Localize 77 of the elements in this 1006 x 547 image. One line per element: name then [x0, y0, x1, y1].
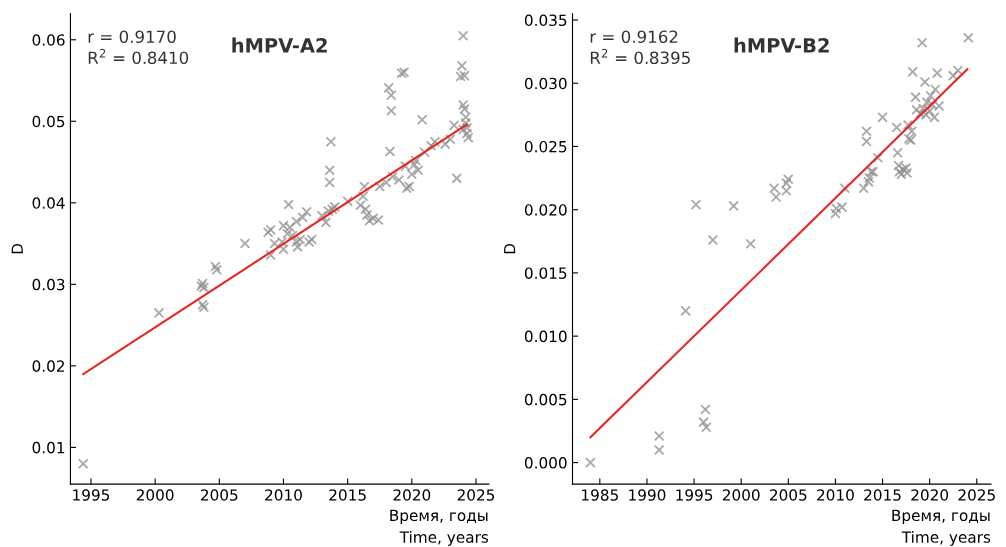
y-axis-title: D [504, 243, 516, 254]
point [781, 177, 792, 189]
point [781, 185, 792, 197]
y-tick-label: 0.030 [524, 77, 567, 90]
x-tick-label: 2020 [393, 489, 431, 501]
point [653, 430, 665, 442]
point [877, 112, 888, 123]
x-tick-label: 2010 [265, 489, 302, 501]
point [925, 90, 936, 102]
point [931, 67, 943, 79]
point [698, 416, 709, 428]
y-tick-label: 0.005 [524, 393, 567, 406]
x-tick-label: 2025 [457, 489, 495, 501]
y-tick-label: 0.01 [32, 441, 65, 454]
y-tick-label: 0.03 [32, 278, 65, 291]
point [906, 125, 918, 137]
text: hMPV-B2 [734, 37, 829, 53]
point [830, 208, 841, 219]
point [701, 421, 712, 433]
annotation: R$^{2}$ = 0.8395 [590, 48, 690, 65]
x-axis-title: Время, годы Time, years [892, 509, 991, 546]
y-tick-label: 0.015 [524, 267, 567, 279]
x-tick-label: 2005 [769, 489, 807, 501]
x-tick-label: 2005 [200, 489, 238, 501]
x-axis-title: Время, годы Time, years [390, 509, 489, 546]
y-tick-label: 0.010 [524, 330, 567, 343]
y-tick-label: 0.04 [32, 197, 65, 209]
point [680, 305, 691, 317]
x-tick-label: 1995 [676, 489, 713, 501]
x-tick-label: 2010 [817, 489, 854, 501]
point [745, 238, 756, 250]
point [892, 147, 903, 159]
point [861, 125, 872, 137]
point [690, 199, 702, 210]
x-tick-label: 2000 [722, 489, 760, 501]
point [930, 84, 941, 95]
x-tick-label: 2015 [864, 489, 901, 501]
point [921, 96, 933, 108]
y-tick-label: 0.000 [524, 457, 567, 469]
x-tick-label: 2020 [911, 489, 949, 501]
point [952, 65, 964, 76]
point [783, 174, 794, 185]
y-tick-label: 0.06 [32, 34, 65, 46]
text: hMPV-A2 [232, 37, 327, 53]
annotation: R$^{2}$ = 0.8410 [88, 48, 189, 65]
y-axis-title: D [11, 243, 23, 254]
y-tick-label: 0.02 [32, 360, 65, 372]
point [768, 182, 780, 194]
point [863, 176, 874, 188]
point [962, 32, 974, 43]
point [858, 182, 869, 194]
x-tick-label: 1990 [629, 489, 666, 501]
point [916, 37, 928, 49]
x-tick-label: 1995 [73, 489, 110, 501]
point [700, 404, 711, 415]
x-tick-label: 2000 [136, 489, 174, 501]
point [585, 457, 596, 468]
y-tick-label: 0.020 [524, 204, 567, 216]
x-tick-label: 2025 [958, 489, 995, 501]
point [861, 136, 872, 147]
y-tick-label: 0.035 [524, 14, 567, 27]
point [770, 191, 782, 203]
point [707, 234, 719, 246]
y-tick-label: 0.05 [32, 115, 65, 128]
x-tick-label: 1985 [582, 489, 618, 501]
y-tick-label: 0.025 [524, 140, 567, 153]
point [907, 66, 918, 78]
point [947, 70, 959, 81]
point [910, 91, 921, 103]
point [728, 200, 739, 212]
point [919, 76, 931, 88]
x-tick-label: 2015 [329, 489, 366, 501]
point [653, 444, 665, 456]
point [839, 182, 851, 194]
annotation: r = 0.9162 [590, 30, 678, 44]
point [864, 172, 875, 184]
annotation: r = 0.9170 [88, 30, 176, 44]
